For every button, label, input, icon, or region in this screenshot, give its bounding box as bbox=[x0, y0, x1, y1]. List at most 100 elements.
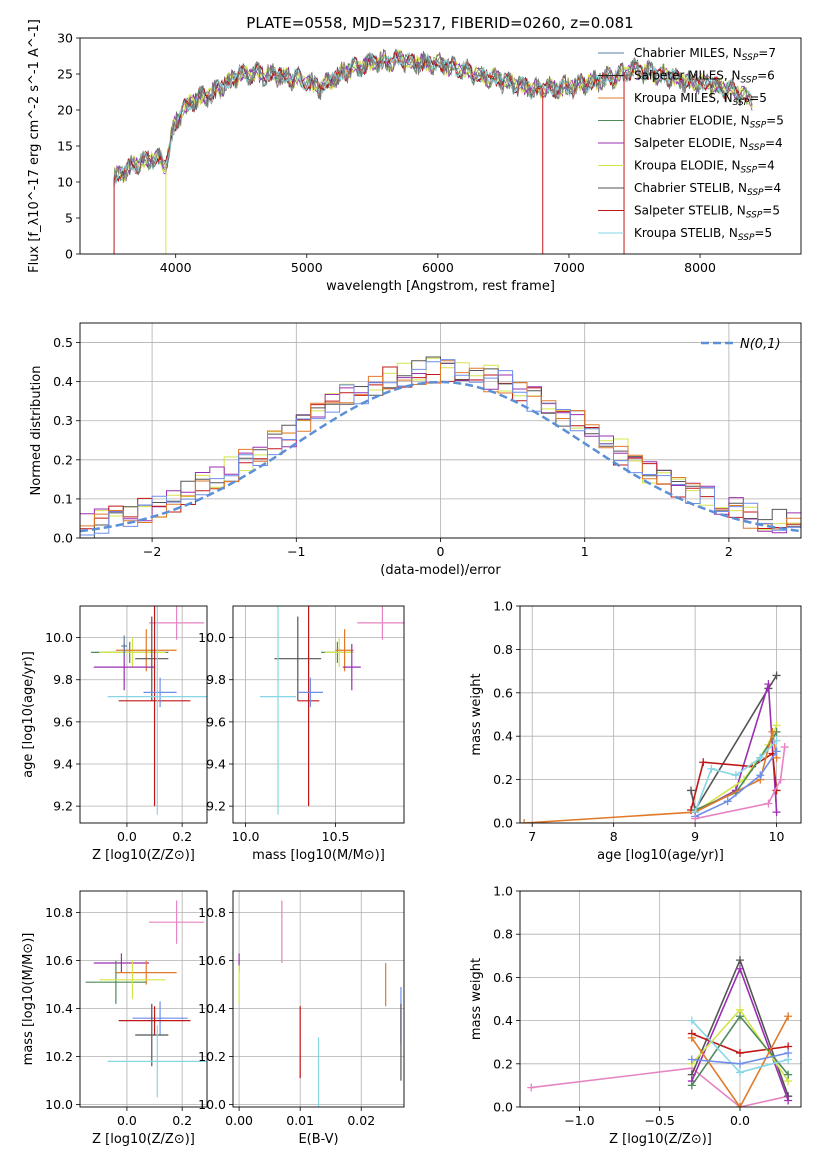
y-tick-label: 10.8 bbox=[45, 905, 73, 920]
y-tick-label: 10.2 bbox=[45, 1049, 73, 1064]
y-tick-label: 10.2 bbox=[198, 1049, 226, 1064]
y-tick-label: 25 bbox=[57, 67, 73, 82]
x-tick-label: 9 bbox=[691, 829, 699, 844]
x-tick-label: 10 bbox=[769, 829, 785, 844]
y-tick-label: 0.0 bbox=[53, 531, 73, 546]
x-tick-label: 0.2 bbox=[172, 829, 192, 844]
x-tick-label: 0 bbox=[437, 544, 445, 559]
y-tick-label: 0.3 bbox=[53, 413, 73, 428]
weight-line-pink bbox=[531, 1067, 789, 1107]
weight-marker bbox=[764, 799, 773, 808]
y-tick-label: 0.8 bbox=[493, 642, 513, 657]
weight-marker bbox=[687, 1055, 696, 1064]
y-tick-label: 0.1 bbox=[53, 491, 73, 506]
legend-entry: N(0,1) bbox=[740, 337, 781, 352]
x-tick-label: 1 bbox=[581, 544, 589, 559]
weight-marker bbox=[772, 736, 781, 745]
x-tick-label: 7 bbox=[528, 829, 536, 844]
weight-marker bbox=[520, 819, 529, 823]
y-axis-label: Flux [f_λ10^-17 erg cm^-2 s^-1 A^-1] bbox=[27, 19, 42, 273]
z-weight-panel: −1.0 −0.5 0.0 0.0 0.2 0.4 0.6 0.8 1.0 Z [log10(Z/… bbox=[469, 884, 802, 1147]
y-tick-label: 10 bbox=[57, 175, 73, 190]
weight-marker bbox=[707, 764, 716, 773]
weight-marker bbox=[699, 758, 708, 767]
x-tick-label: 7000 bbox=[553, 260, 585, 275]
weight-marker bbox=[735, 964, 744, 973]
y-tick-label: 0.8 bbox=[493, 927, 513, 942]
y-axis-label: mass weight bbox=[469, 958, 484, 1040]
x-tick-label: 10.0 bbox=[232, 829, 260, 844]
weight-marker bbox=[687, 1016, 696, 1025]
weight-marker bbox=[756, 753, 765, 762]
legend-entry: Salpeter MILES, NSSP=6 bbox=[634, 69, 775, 86]
plot-area bbox=[91, 606, 207, 815]
plot-area bbox=[520, 671, 789, 823]
weight-marker bbox=[780, 743, 789, 752]
x-axis-label: age [log10(age/yr)] bbox=[597, 848, 724, 863]
x-axis-label: Z [log10(Z/Z⊙)] bbox=[609, 1132, 712, 1147]
plot-area bbox=[85, 900, 207, 1098]
plot-area bbox=[80, 356, 801, 538]
y-axis-label: mass weight bbox=[469, 673, 484, 755]
weight-marker bbox=[768, 727, 777, 736]
chart-title: PLATE=0558, MJD=52317, FIBERID=0260, z=0… bbox=[246, 14, 633, 32]
y-axis-label: Normed distribution bbox=[29, 366, 44, 496]
weight-marker bbox=[687, 1033, 696, 1042]
y-tick-label: 9.4 bbox=[53, 757, 73, 772]
weight-marker bbox=[527, 1083, 536, 1092]
y-tick-label: 0.6 bbox=[493, 685, 513, 700]
y-tick-label: 5 bbox=[65, 211, 73, 226]
y-tick-label: 15 bbox=[57, 139, 73, 154]
x-tick-label: 2 bbox=[725, 544, 733, 559]
weight-marker bbox=[735, 1049, 744, 1057]
y-tick-label: 10.6 bbox=[45, 953, 73, 968]
axes-frame bbox=[79, 605, 208, 824]
x-tick-label: 8 bbox=[610, 829, 618, 844]
x-tick-label: 4000 bbox=[160, 260, 192, 275]
y-tick-label: 0.0 bbox=[493, 816, 513, 831]
y-tick-label: 9.4 bbox=[206, 757, 226, 772]
weight-marker bbox=[687, 786, 696, 795]
spectrum-panel: 4000 5000 6000 7000 8000 0 5 10 15 20 25 30 waveleng… bbox=[27, 14, 802, 294]
y-tick-label: 0.0 bbox=[493, 1100, 513, 1115]
weight-marker bbox=[756, 771, 765, 780]
x-axis-label: mass [log10(M/M⊙)] bbox=[252, 848, 385, 863]
weight-marker bbox=[784, 1049, 793, 1057]
axes-frame bbox=[232, 890, 405, 1108]
x-tick-label: 0.02 bbox=[347, 1113, 375, 1128]
weight-marker bbox=[735, 1068, 744, 1077]
y-tick-label: 0.4 bbox=[493, 729, 513, 744]
y-axis-label: age [log10(age/yr)] bbox=[21, 651, 36, 778]
y-tick-label: 10.0 bbox=[198, 630, 226, 645]
x-axis-label: E(B-V) bbox=[298, 1132, 338, 1147]
age-weight-panel: 7 8 9 10 0.0 0.2 0.4 0.6 0.8 1.0 age [log10(age/yr… bbox=[469, 599, 802, 863]
weight-marker bbox=[784, 1096, 793, 1105]
legend-entry: Salpeter STELIB, NSSP=5 bbox=[634, 204, 780, 221]
x-tick-label: −0.5 bbox=[645, 1113, 675, 1128]
x-axis-label: wavelength [Angstrom, rest frame] bbox=[326, 279, 555, 294]
axes-frame bbox=[79, 890, 208, 1108]
x-tick-label: −2 bbox=[143, 544, 161, 559]
weight-line-blue bbox=[694, 750, 778, 818]
y-tick-label: 0.2 bbox=[493, 772, 513, 787]
y-tick-label: 0.5 bbox=[53, 335, 73, 350]
weight-marker bbox=[772, 747, 781, 756]
y-tick-label: 1.0 bbox=[493, 599, 513, 614]
y-tick-label: 10.0 bbox=[45, 630, 73, 645]
y-tick-label: 0.4 bbox=[53, 374, 73, 389]
normal-distribution-curve bbox=[80, 380, 801, 533]
z-age-panel: 0.0 0.2 9.2 9.4 9.6 9.8 10.0 Z [log10(Z/Z⊙)] age… bbox=[21, 605, 208, 863]
y-tick-label: 0.2 bbox=[53, 452, 73, 467]
y-tick-label: 9.8 bbox=[206, 672, 226, 687]
y-tick-label: 9.2 bbox=[53, 799, 73, 814]
observed-spectrum-line bbox=[113, 49, 753, 185]
mass-age-panel: 10.0 10.5 9.2 9.4 9.6 9.8 10.0 mass [log10(M/M⊙… bbox=[198, 605, 405, 863]
y-axis-label: mass [log10(M/M⊙)] bbox=[21, 933, 36, 1066]
weight-marker bbox=[735, 956, 744, 965]
y-tick-label: 20 bbox=[57, 103, 73, 118]
y-tick-label: 9.6 bbox=[53, 714, 73, 729]
x-tick-label: 10.5 bbox=[322, 829, 350, 844]
y-tick-label: 10.6 bbox=[198, 953, 226, 968]
x-axis-label: Z [log10(Z/Z⊙)] bbox=[92, 1132, 195, 1147]
